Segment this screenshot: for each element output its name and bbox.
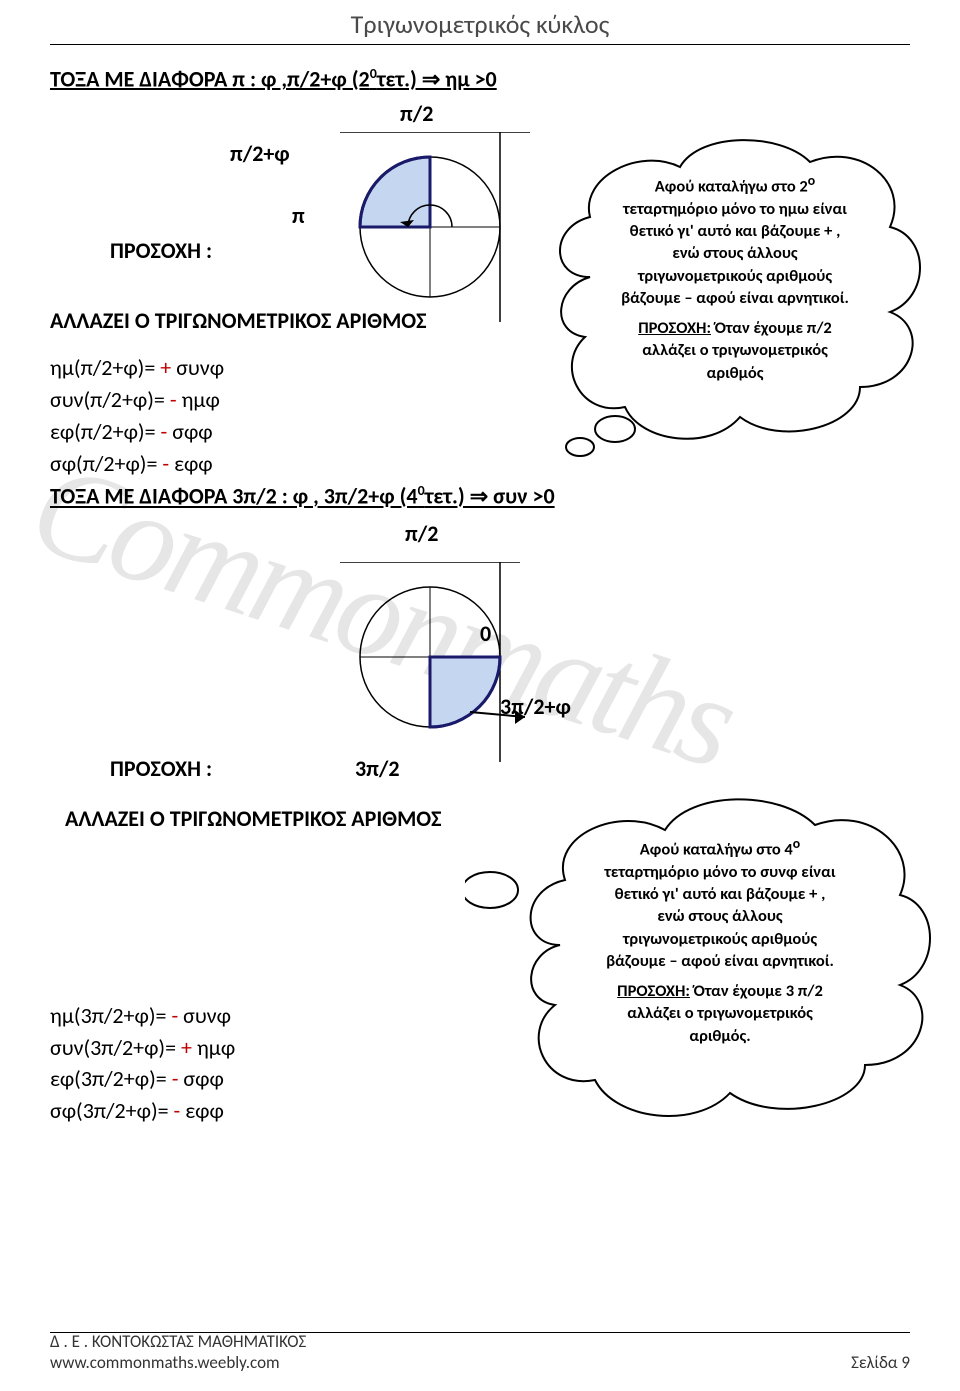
- cloud2-p1c: θετικό γι' αυτό και βάζουμε + ,: [560, 883, 880, 905]
- section1-title: ΤΟΞΑ ΜΕ ΔΙΑΦΟΡΑ π : φ ,π/2+φ (20τετ.) ⇒ …: [50, 65, 910, 92]
- attention-label-1: ΠΡΟΣΟΧΗ :: [110, 237, 212, 264]
- formula-2-1: ημ(3π/2+φ)= - συνφ: [50, 1000, 235, 1032]
- cloud1-p1sup: ο: [808, 172, 815, 189]
- section1-body: π/2 π/2+φ π ΠΡΟΣΟΧΗ : ΑΛΛΑΖΕΙ Ο ΤΡΙΓΩΝΟΜ…: [50, 92, 910, 482]
- cloud1-p1b: τεταρτημόριο μόνο το ημω είναι: [585, 198, 885, 220]
- footer-author: Δ . Ε . ΚΟΝΤΟΚΩΣΤΑΣ ΜΑΘΗΜΑΤΙΚΟΣ: [50, 1331, 306, 1352]
- cloud2-p2b: αλλάζει ο τριγωνομετρικός: [560, 1002, 880, 1024]
- changes-text-2: ΑΛΛΑΖΕΙ Ο ΤΡΙΓΩΝΟΜΕΤΡΙΚΟΣ ΑΡΙΘΜΟΣ: [65, 805, 442, 832]
- cloud2-p1sup: ο: [793, 835, 800, 852]
- thought-cloud-2: Αφού καταλήγω στο 4ο τεταρτημόριο μόνο τ…: [465, 775, 935, 1145]
- cloud1-p1f: βάζουμε – αφού είναι αρνητικοί.: [585, 287, 885, 309]
- sec1-title-sup: 0: [370, 65, 377, 82]
- cloud1-p2c: αριθμός: [585, 362, 885, 384]
- sec1-title-b: τετ.) ⇒ ημ >0: [377, 65, 497, 92]
- cloud1-p2b: αλλάζει ο τριγωνομετρικός: [585, 340, 885, 362]
- cloud2-p2a: Όταν έχουμε 3 π/2: [690, 981, 823, 1001]
- page-footer: Δ . Ε . ΚΟΝΤΟΚΩΣΤΑΣ ΜΑΘΗΜΑΤΙΚΟΣ www.comm…: [50, 1331, 910, 1373]
- attention-label-2: ΠΡΟΣΟΧΗ :: [110, 755, 212, 782]
- cloud2-p2au: ΠΡΟΣΟΧΗ:: [617, 981, 690, 1001]
- page-title: Τριγωνομετρικός κύκλος: [50, 0, 910, 40]
- header-divider: [50, 44, 910, 45]
- cloud2-p1a: Αφού καταλήγω στο 4: [640, 839, 793, 859]
- formula-1-1: ημ(π/2+φ)= + συνφ: [50, 352, 224, 384]
- label-pi2: π/2: [400, 100, 433, 127]
- formula-1-2: συν(π/2+φ)= - ημφ: [50, 384, 224, 416]
- label2-3pi2: 3π/2: [355, 755, 400, 782]
- cloud1-p2a: Όταν έχουμε π/2: [711, 318, 832, 338]
- sec2-title-sup: 0: [418, 482, 425, 499]
- unit-circle-diagram-1: [340, 132, 530, 322]
- cloud2-p1b: τεταρτημόριο μόνο το συνφ είναι: [560, 860, 880, 882]
- footer-url: www.commonmaths.weebly.com: [50, 1352, 306, 1373]
- formulas-block-2: ημ(3π/2+φ)= - συνφ συν(3π/2+φ)= + ημφ εφ…: [50, 1000, 235, 1128]
- thought-cloud-1: Αφού καταλήγω στο 2ο τεταρτημόριο μόνο τ…: [530, 117, 930, 477]
- cloud1-p1e: τριγωνομετρικούς αριθμούς: [585, 265, 885, 287]
- cloud2-p1d: ενώ στους άλλους: [560, 905, 880, 927]
- formula-1-3: εφ(π/2+φ)= - σφφ: [50, 416, 224, 448]
- cloud2-p1f: βάζουμε – αφού είναι αρνητικοί.: [560, 949, 880, 971]
- cloud2-p1e: τριγωνομετρικούς αριθμούς: [560, 927, 880, 949]
- section2-title: ΤΟΞΑ ΜΕ ΔΙΑΦΟΡΑ 3π/2 : φ , 3π/2+φ (40τετ…: [50, 482, 910, 509]
- sec2-title-a: ΤΟΞΑ ΜΕ ΔΙΑΦΟΡΑ 3π/2 : φ , 3π/2+φ (4: [50, 483, 418, 510]
- sec2-title-b: τετ.) ⇒ συν >0: [425, 483, 555, 510]
- changes-text-1: ΑΛΛΑΖΕΙ Ο ΤΡΙΓΩΝΟΜΕΤΡΙΚΟΣ ΑΡΙΘΜΟΣ: [50, 307, 427, 334]
- cloud1-p1c: θετικό γι' αυτό και βάζουμε + ,: [585, 220, 885, 242]
- label2-3pi2-plus-phi: 3π/2+φ: [500, 693, 571, 720]
- label-pi2-plus-phi: π/2+φ: [230, 140, 290, 167]
- unit-circle-diagram-2: [340, 562, 550, 772]
- footer-page-number: Σελίδα 9: [851, 1352, 910, 1373]
- cloud1-p1a: Αφού καταλήγω στο 2: [655, 177, 808, 197]
- formula-2-3: εφ(3π/2+φ)= - σφφ: [50, 1063, 235, 1095]
- label2-zero: 0: [480, 620, 491, 647]
- formulas-block-1: ημ(π/2+φ)= + συνφ συν(π/2+φ)= - ημφ εφ(π…: [50, 352, 224, 480]
- cloud2-p2c: αριθμός.: [560, 1024, 880, 1046]
- formula-2-2: συν(3π/2+φ)= + ημφ: [50, 1032, 235, 1064]
- cloud1-p2au: ΠΡΟΣΟΧΗ:: [638, 318, 711, 338]
- label2-pi2: π/2: [405, 520, 438, 547]
- cloud1-p1d: ενώ στους άλλους: [585, 243, 885, 265]
- sec1-title-a: ΤΟΞΑ ΜΕ ΔΙΑΦΟΡΑ π : φ ,π/2+φ (2: [50, 65, 370, 92]
- formula-1-4: σφ(π/2+φ)= - εφφ: [50, 448, 224, 480]
- label-pi: π: [292, 202, 305, 229]
- section2-body: π/2 0 3π/2+φ 3π/2 ΠΡΟΣΟΧΗ : ΑΛΛΑΖΕΙ Ο ΤΡ…: [50, 520, 910, 1140]
- formula-2-4: σφ(3π/2+φ)= - εφφ: [50, 1095, 235, 1127]
